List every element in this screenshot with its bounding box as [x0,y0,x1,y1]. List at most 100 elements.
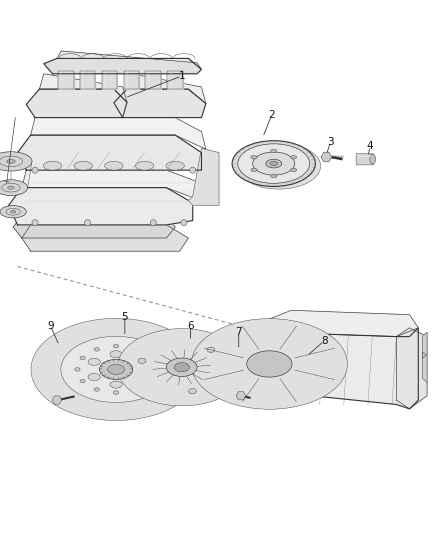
Polygon shape [44,59,201,74]
Ellipse shape [188,389,196,394]
Polygon shape [22,170,201,201]
Ellipse shape [132,358,144,365]
Ellipse shape [237,143,321,189]
Polygon shape [269,328,418,409]
Ellipse shape [99,359,133,379]
Text: 5: 5 [121,312,128,322]
Ellipse shape [271,174,277,178]
Ellipse shape [108,365,124,374]
FancyBboxPatch shape [356,154,374,165]
Ellipse shape [105,161,123,170]
Ellipse shape [138,358,146,364]
Ellipse shape [132,374,144,381]
Ellipse shape [174,362,189,372]
Polygon shape [396,328,427,409]
Ellipse shape [74,161,92,170]
Polygon shape [102,71,117,89]
Ellipse shape [0,206,26,218]
Polygon shape [80,71,95,89]
Circle shape [190,167,196,173]
Ellipse shape [88,374,100,381]
Circle shape [150,220,156,226]
Polygon shape [26,89,127,118]
Circle shape [85,220,91,226]
Text: 7: 7 [235,327,242,337]
Ellipse shape [88,358,100,365]
Ellipse shape [290,168,297,172]
Text: 6: 6 [187,321,194,330]
Ellipse shape [117,329,246,406]
Ellipse shape [80,379,85,383]
Polygon shape [145,71,161,89]
Ellipse shape [113,391,119,394]
Ellipse shape [147,356,152,360]
Text: 8: 8 [321,336,328,346]
Ellipse shape [31,318,201,421]
Text: 9: 9 [47,321,54,330]
Ellipse shape [133,348,138,351]
Ellipse shape [0,152,32,171]
Polygon shape [18,135,201,170]
Polygon shape [167,71,183,89]
Ellipse shape [270,161,278,166]
Ellipse shape [290,156,297,159]
Polygon shape [22,225,188,251]
Ellipse shape [0,180,28,196]
Ellipse shape [232,141,315,187]
Ellipse shape [139,342,225,393]
Polygon shape [127,74,206,103]
Polygon shape [324,157,329,161]
Polygon shape [39,74,127,102]
Polygon shape [423,332,427,359]
Ellipse shape [7,186,14,189]
Ellipse shape [166,358,197,376]
Polygon shape [326,157,332,161]
Polygon shape [124,71,139,89]
Ellipse shape [7,159,15,163]
Polygon shape [321,152,326,157]
Ellipse shape [43,161,62,170]
Ellipse shape [94,387,99,391]
Ellipse shape [238,144,310,183]
Ellipse shape [110,351,122,358]
Polygon shape [52,396,62,404]
Polygon shape [321,152,332,161]
Polygon shape [31,118,206,149]
Polygon shape [114,89,206,118]
Polygon shape [236,392,246,400]
Ellipse shape [253,152,295,175]
Ellipse shape [247,351,292,377]
Text: 3: 3 [327,136,334,147]
Ellipse shape [271,149,277,153]
Ellipse shape [147,379,152,383]
Ellipse shape [145,344,231,395]
Polygon shape [265,310,418,336]
Ellipse shape [224,337,325,396]
Polygon shape [58,71,74,89]
Polygon shape [188,148,219,205]
Ellipse shape [251,156,257,159]
Ellipse shape [133,387,138,391]
Ellipse shape [152,368,157,371]
Text: 4: 4 [367,141,374,151]
Ellipse shape [166,161,184,170]
Ellipse shape [135,161,154,170]
Polygon shape [13,216,175,238]
Ellipse shape [110,381,122,388]
Ellipse shape [94,348,99,351]
Ellipse shape [70,342,162,397]
Ellipse shape [113,344,119,348]
Polygon shape [321,157,326,161]
Ellipse shape [80,356,85,360]
Polygon shape [9,188,193,225]
Text: 1: 1 [178,71,185,81]
Circle shape [32,167,38,173]
Ellipse shape [191,319,347,409]
Ellipse shape [219,335,320,393]
Polygon shape [57,51,201,69]
Circle shape [181,220,187,226]
Text: 2: 2 [268,110,275,120]
Ellipse shape [251,168,257,172]
Circle shape [32,220,38,226]
Polygon shape [423,352,427,383]
